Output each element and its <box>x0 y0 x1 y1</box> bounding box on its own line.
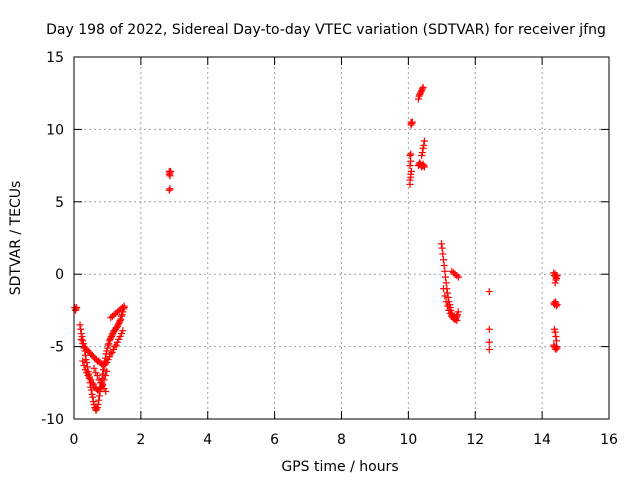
data-point <box>166 185 174 193</box>
data-point <box>552 276 560 284</box>
data-point <box>455 273 463 281</box>
y-axis-label: SDTVAR / TECUs <box>8 181 24 296</box>
data-point <box>420 162 428 170</box>
data-point <box>95 396 103 404</box>
data-points <box>71 83 561 414</box>
data-point <box>165 186 173 194</box>
data-point <box>102 387 110 395</box>
data-point <box>442 279 450 287</box>
data-point <box>485 338 493 346</box>
data-point <box>553 272 561 280</box>
data-point <box>439 250 447 258</box>
data-point <box>81 351 89 359</box>
data-point <box>553 344 561 352</box>
data-point <box>99 366 107 374</box>
x-tick-label: 2 <box>136 432 145 448</box>
data-point <box>120 302 128 310</box>
data-point <box>101 372 109 380</box>
chart-title: Day 198 of 2022, Sidereal Day-to-day VTE… <box>46 22 606 38</box>
data-point <box>104 341 112 349</box>
data-point <box>438 244 446 252</box>
data-point <box>453 317 461 325</box>
data-point <box>407 118 415 126</box>
y-tick-label: 0 <box>55 267 64 283</box>
data-point <box>88 379 96 387</box>
x-tick-label: 6 <box>270 432 279 448</box>
y-tick-label: 10 <box>46 122 64 138</box>
data-point <box>441 292 449 300</box>
data-point <box>103 367 111 375</box>
data-point <box>116 317 124 325</box>
data-point <box>485 325 493 333</box>
data-point <box>77 335 85 343</box>
data-point <box>80 361 88 369</box>
data-point <box>420 137 428 145</box>
data-point <box>441 273 449 281</box>
data-point <box>101 360 109 368</box>
data-point <box>166 169 174 177</box>
data-point <box>552 332 560 340</box>
data-point <box>118 304 126 312</box>
x-tick-label: 8 <box>337 432 346 448</box>
data-point <box>79 357 87 365</box>
x-tick-label: 0 <box>70 432 79 448</box>
data-point <box>444 293 452 301</box>
data-point <box>94 401 102 409</box>
y-tick-label: -5 <box>50 340 64 356</box>
data-point <box>84 372 92 380</box>
data-point <box>551 328 559 336</box>
data-point <box>76 321 84 329</box>
y-tick-label: 5 <box>55 195 64 211</box>
data-point <box>453 272 461 280</box>
data-point <box>437 240 445 248</box>
y-tick-label: -10 <box>41 412 64 428</box>
data-point <box>485 288 493 296</box>
data-point <box>441 267 449 275</box>
axis-ticks: 0 2 4 6 8 10 12 14 16 -10 -5 0 5 10 15 <box>41 50 618 448</box>
data-point <box>485 345 493 353</box>
data-point <box>77 325 85 333</box>
data-point <box>439 285 447 293</box>
data-point <box>93 372 101 380</box>
data-point <box>408 120 416 128</box>
x-axis-label: GPS time / hours <box>281 459 398 475</box>
grid-lines <box>74 57 609 419</box>
data-point <box>420 163 428 171</box>
data-point <box>442 298 450 306</box>
data-point <box>443 302 451 310</box>
data-point <box>454 308 462 316</box>
data-point <box>90 364 98 372</box>
data-point <box>418 85 426 93</box>
data-point <box>407 167 415 175</box>
y-tick-label: 15 <box>46 50 64 66</box>
data-point <box>452 315 460 323</box>
x-tick-label: 14 <box>533 432 551 448</box>
data-point <box>407 150 415 158</box>
data-point <box>553 343 561 351</box>
data-point <box>407 157 415 165</box>
x-tick-label: 10 <box>399 432 417 448</box>
data-point <box>111 343 119 351</box>
data-point <box>440 262 448 270</box>
data-point <box>418 149 426 157</box>
x-tick-label: 16 <box>600 432 618 448</box>
data-point <box>89 393 97 401</box>
data-point <box>553 302 561 310</box>
data-point <box>419 83 427 91</box>
data-point <box>420 141 428 149</box>
data-point <box>107 350 115 358</box>
data-point <box>439 256 447 264</box>
data-point <box>119 327 127 335</box>
data-point <box>93 405 101 413</box>
x-tick-label: 12 <box>466 432 484 448</box>
data-point <box>95 392 103 400</box>
data-point <box>553 301 561 309</box>
data-point <box>117 312 125 320</box>
x-tick-label: 4 <box>203 432 212 448</box>
data-point <box>406 162 414 170</box>
data-point <box>406 151 414 159</box>
data-point <box>167 167 175 175</box>
